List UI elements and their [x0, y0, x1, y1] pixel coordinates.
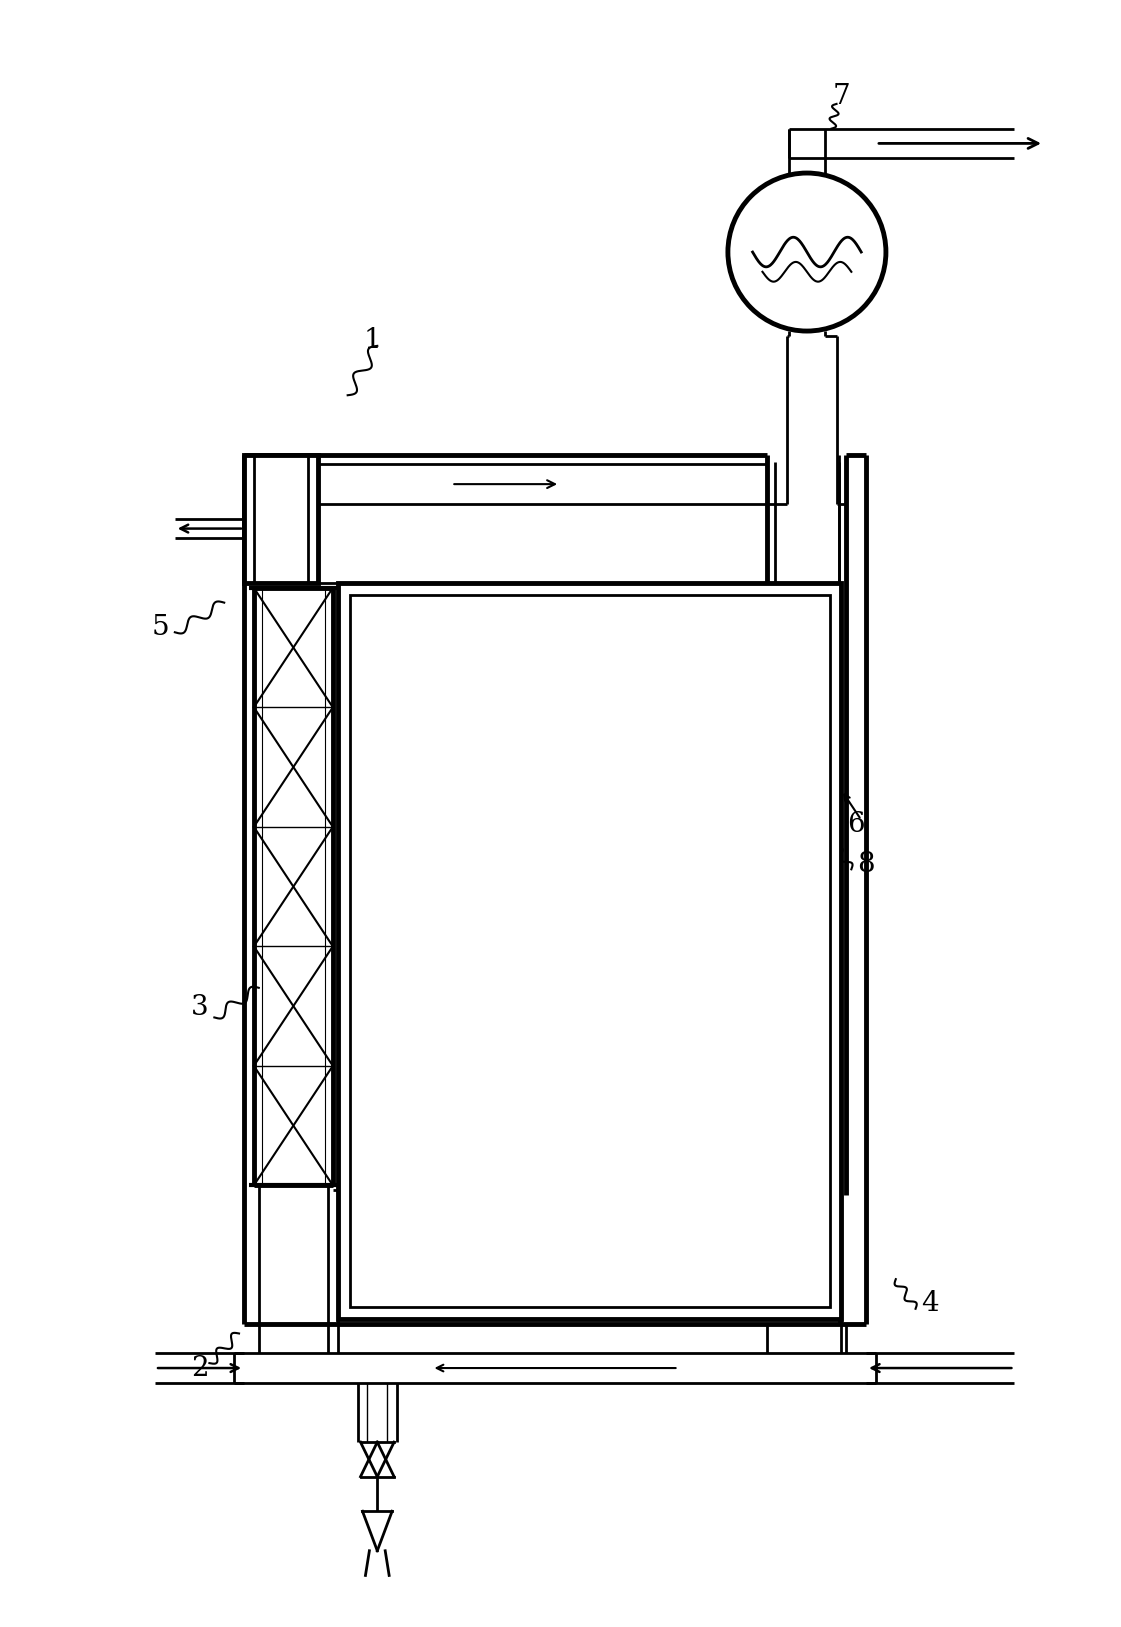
Text: 2: 2: [191, 1355, 209, 1381]
Bar: [337, 582, 842, 1318]
Bar: [244, 454, 318, 582]
Text: 5: 5: [151, 613, 169, 641]
Text: 8: 8: [858, 851, 876, 879]
Text: 6: 6: [847, 812, 865, 838]
Text: 7: 7: [833, 83, 851, 111]
Text: 3: 3: [191, 994, 209, 1022]
Text: 1: 1: [363, 327, 381, 355]
Bar: [350, 595, 830, 1306]
Text: 4: 4: [921, 1290, 939, 1318]
